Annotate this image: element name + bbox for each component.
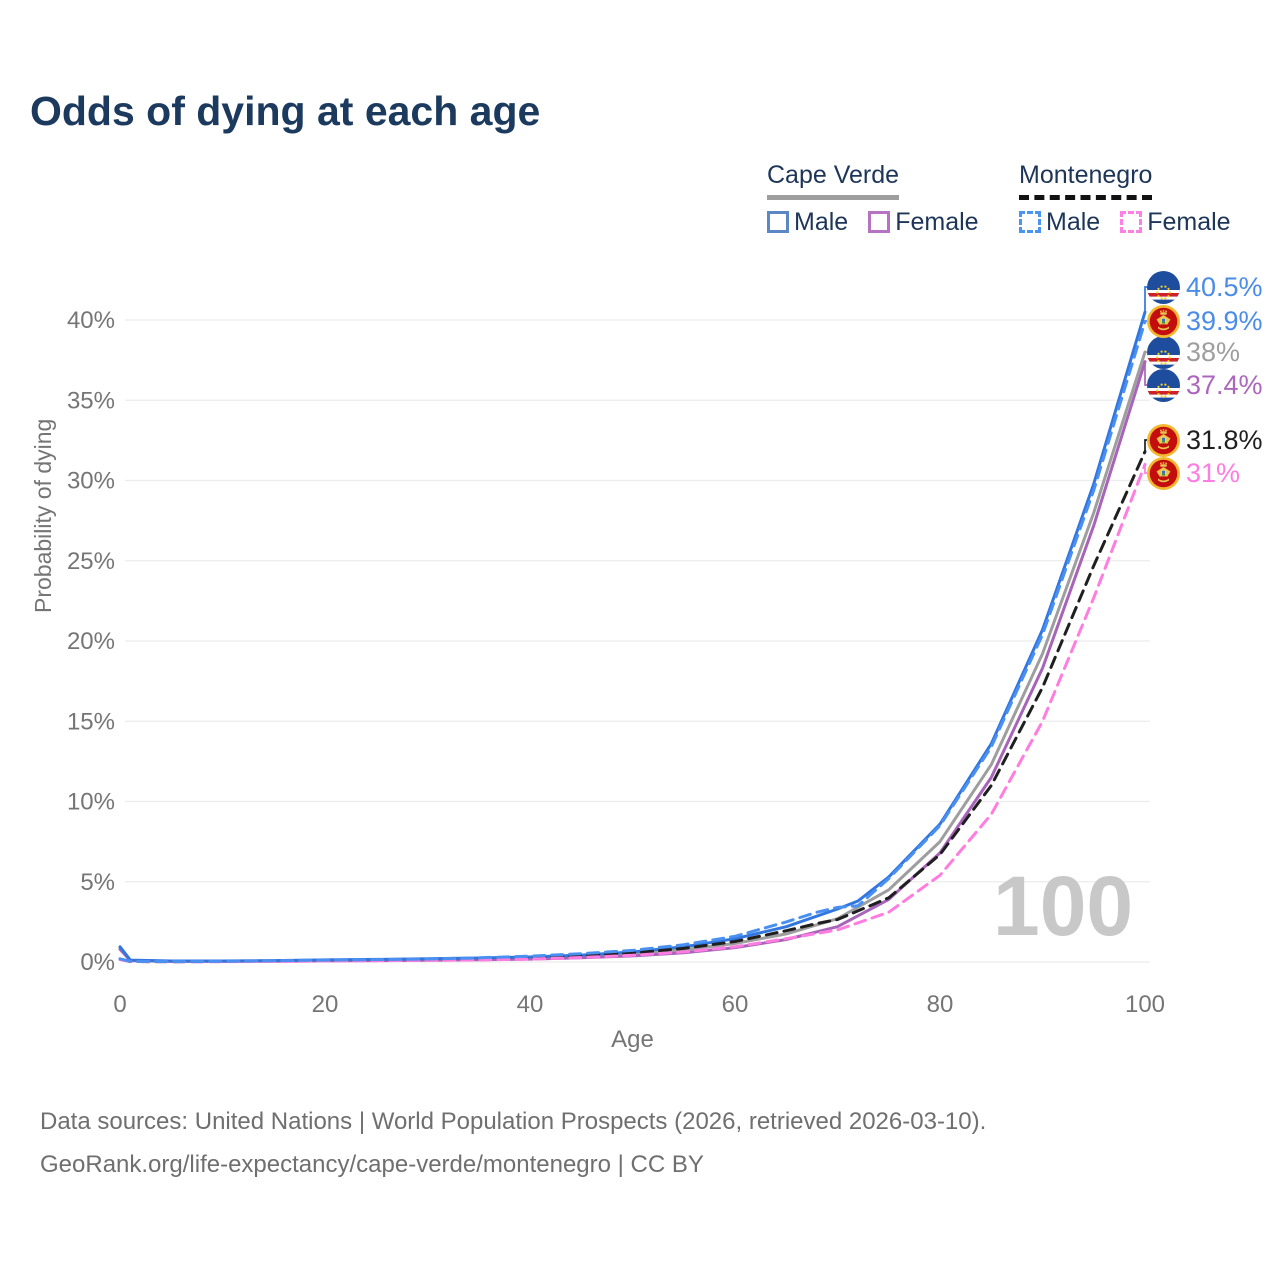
x-tick-label: 20 [312,991,339,1018]
end-label-cv_female: 37.4% [1147,368,1263,402]
legend-item-montenegro-male[interactable]: Male [1019,208,1100,237]
x-tick-label: 100 [1125,991,1165,1018]
legend-group-cape-verde: Cape Verde Male Female [767,161,979,237]
series-line-cv_female [118,360,1147,963]
series-line-mn_male [118,320,1147,963]
montenegro-flag-icon [1147,423,1180,457]
legend-label: Male [794,207,849,236]
label-leader-mn_male [1144,320,1147,322]
cape-verde-male-swatch-icon [767,211,789,233]
y-axis-title: Probability of dying [30,418,56,613]
cape-verde-flag-icon [1147,270,1180,304]
series-line-cv_male [118,310,1147,963]
montenegro-male-swatch-icon [1019,211,1041,233]
x-tick-label: 80 [927,991,954,1018]
legend-title-cape-verde: Cape Verde [767,161,900,200]
label-leader-cv_male [1144,286,1147,312]
legend-title-montenegro: Montenegro [1019,161,1153,200]
y-tick-label: 30% [67,468,115,495]
end-label-value: 37.4% [1186,369,1263,400]
series-line-mn_total [118,450,1147,964]
y-tick-label: 20% [67,628,115,655]
label-leader-mn_female [1144,464,1147,474]
y-tick-label: 0% [80,949,115,976]
montenegro-female-swatch-icon [1120,211,1143,233]
y-tick-label: 10% [67,789,115,816]
legend-label: Female [895,207,979,236]
montenegro-flag-icon [1147,304,1180,338]
end-label-mn_male: 39.9% [1147,304,1263,338]
label-leader-cv_female [1144,361,1147,386]
end-label-value: 31% [1186,457,1241,488]
cape-verde-female-swatch-icon [868,211,891,233]
montenegro-flag-icon [1147,456,1180,490]
legend-label: Female [1147,207,1231,236]
footer: Data sources: United Nations | World Pop… [40,1108,986,1194]
x-tick-label: 60 [722,991,749,1018]
x-axis-title: Age [611,1026,654,1053]
end-label-cv_male: 40.5% [1147,270,1263,304]
end-label-value: 40.5% [1186,271,1263,302]
age-watermark: 100 [993,859,1134,953]
footer-data-sources: Data sources: United Nations | World Pop… [40,1108,987,1135]
x-tick-label: 40 [517,991,544,1018]
x-tick-label: 0 [113,991,126,1018]
y-tick-label: 15% [67,708,115,735]
y-tick-label: 5% [80,869,115,896]
legend-group-montenegro: Montenegro Male Female [1019,161,1231,237]
legend-label: Male [1046,207,1101,236]
legend-item-cape-verde-female[interactable]: Female [868,207,979,237]
cape-verde-flag-icon [1147,368,1180,402]
end-label-value: 31.8% [1186,424,1263,455]
y-tick-label: 25% [67,548,115,575]
series-line-mn_female [118,462,1147,964]
end-label-value: 39.9% [1186,305,1263,336]
cape-verde-flag-icon [1147,335,1180,369]
legend-item-cape-verde-male[interactable]: Male [767,208,848,237]
footer-attribution: GeoRank.org/life-expectancy/cape-verde/m… [40,1151,704,1178]
end-label-cv_total: 38% [1147,335,1241,369]
end-label-mn_total: 31.8% [1147,423,1263,457]
series-line-cv_total [118,350,1147,963]
y-tick-label: 40% [67,307,115,334]
page-title: Odds of dying at each age [30,88,541,134]
label-leader-mn_total [1144,439,1147,452]
legend-item-montenegro-female[interactable]: Female [1120,207,1231,237]
y-tick-label: 35% [67,387,115,414]
end-label-mn_female: 31% [1147,456,1241,490]
end-label-value: 38% [1186,336,1241,367]
